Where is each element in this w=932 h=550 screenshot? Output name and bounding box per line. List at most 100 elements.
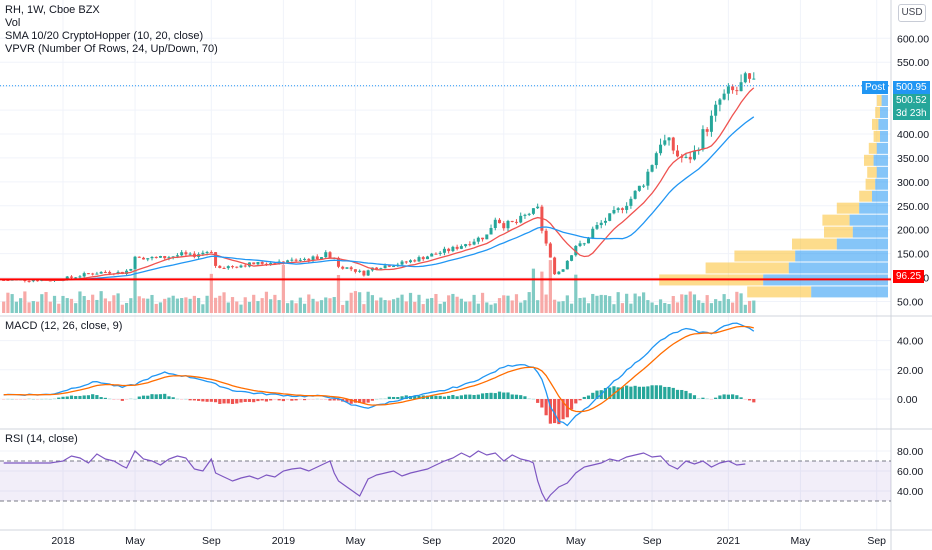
macd-hist-162 xyxy=(747,399,752,401)
volume-bar--5 xyxy=(40,294,44,313)
macd-hist-101 xyxy=(489,392,493,399)
vpvr-down-8 xyxy=(865,178,876,190)
macd-legend[interactable]: MACD (12, 26, close, 9) xyxy=(5,320,122,333)
macd-hist-0 xyxy=(61,396,65,399)
price-tick-2: 150.00 xyxy=(897,249,929,261)
candle-body-161 xyxy=(743,73,747,83)
rsi-legend[interactable]: RSI (14, close) xyxy=(5,433,78,446)
macd-hist-104 xyxy=(502,392,506,399)
candle-body-69 xyxy=(353,269,357,272)
macd-hist-75 xyxy=(379,398,383,400)
volume-bar-47 xyxy=(260,298,264,313)
candle-body-7 xyxy=(91,273,95,275)
macd-hist-112 xyxy=(536,399,540,403)
candle-body-104 xyxy=(502,223,506,229)
candle-body-57 xyxy=(303,258,307,260)
volume-bar-128 xyxy=(603,295,608,313)
candle-body-60 xyxy=(315,256,319,260)
macd-hist-11 xyxy=(108,398,112,400)
macd-hist-154 xyxy=(714,397,718,399)
macd-hist-138 xyxy=(646,386,650,399)
macd-hist--11 xyxy=(14,399,18,400)
volume-bar-86 xyxy=(425,298,430,313)
volume-bar--1 xyxy=(57,303,61,313)
macd-hist--12 xyxy=(10,398,14,400)
macd-hist-22 xyxy=(154,394,158,399)
macd-hist-14 xyxy=(120,399,124,401)
macd-hist-96 xyxy=(468,394,472,399)
price-tick-4: 250.00 xyxy=(897,201,929,213)
macd-hist--6 xyxy=(35,399,40,400)
currency-button[interactable]: USD xyxy=(898,4,926,22)
candle-body-87 xyxy=(430,253,434,257)
candle-body-15 xyxy=(125,270,129,274)
macd-line xyxy=(3,322,755,427)
candle-body-54 xyxy=(290,259,294,261)
volume-bar-136 xyxy=(637,296,641,313)
macd-hist-142 xyxy=(663,386,667,399)
volume-bar-6 xyxy=(86,299,91,313)
volume-bar-0 xyxy=(61,295,65,313)
volume-bar-159 xyxy=(735,291,739,313)
volume-bar-140 xyxy=(654,304,658,313)
macd-hist-86 xyxy=(425,395,430,399)
macd-hist-5 xyxy=(82,395,86,399)
legend-sma[interactable]: SMA 10/20 CryptoHopper (10, 20, close) xyxy=(5,30,204,42)
vpvr-down-7 xyxy=(867,166,877,178)
candle-body-139 xyxy=(650,165,654,172)
macd-hist-140 xyxy=(654,385,658,399)
candle-body-110 xyxy=(527,213,531,215)
macd-hist-77 xyxy=(387,396,391,399)
candle-body-83 xyxy=(413,260,417,262)
volume-bar-146 xyxy=(680,294,684,313)
volume-bar-8 xyxy=(95,299,99,313)
volume-bar-153 xyxy=(709,303,714,313)
macd-hist-57 xyxy=(302,399,307,401)
price-tick-10: 550.00 xyxy=(897,57,929,69)
candle-body-116 xyxy=(553,257,557,275)
legend-vpvr[interactable]: VPVR (Number Of Rows, 24, Up/Down, 70) xyxy=(5,43,218,55)
volume-bar--10 xyxy=(19,298,23,313)
macd-hist--8 xyxy=(27,398,31,400)
volume-bar-9 xyxy=(99,291,103,313)
macd-hist-33 xyxy=(201,399,205,402)
legend-volume[interactable]: Vol xyxy=(5,17,21,29)
price-candles xyxy=(2,71,756,283)
macd-hist-111 xyxy=(531,398,536,400)
candle-body-114 xyxy=(544,230,548,244)
macd-hist-135 xyxy=(633,385,637,399)
candle-body-52 xyxy=(281,261,285,263)
macd-hist-13 xyxy=(116,399,120,400)
candle-body-82 xyxy=(409,260,413,263)
volume-bar-90 xyxy=(442,301,447,313)
candle-body-100 xyxy=(485,234,489,240)
macd-hist-47 xyxy=(260,399,264,401)
volume-bar-82 xyxy=(408,292,413,313)
macd-hist-50 xyxy=(273,399,277,401)
volume-bar-83 xyxy=(413,301,417,313)
macd-hist-70 xyxy=(358,399,362,403)
volume-bar-135 xyxy=(633,293,637,313)
macd-hist-120 xyxy=(569,399,574,410)
symbol-title[interactable]: RH, 1W, Cboe BZX xyxy=(5,4,100,16)
time-tick-10: May xyxy=(790,535,811,547)
candle-body-163 xyxy=(752,78,756,80)
volume-bar-89 xyxy=(438,303,442,313)
macd-hist--10 xyxy=(19,399,23,400)
candle-body-5 xyxy=(82,273,86,277)
macd-hist-128 xyxy=(603,387,608,399)
candle-body-80 xyxy=(400,261,404,265)
candle-body-62 xyxy=(324,252,328,258)
candle-body--8 xyxy=(27,280,31,282)
vpvr-down-12 xyxy=(824,226,853,238)
candle-body-140 xyxy=(654,153,658,166)
volume-bar-34 xyxy=(205,295,209,313)
macd-hist-16 xyxy=(129,398,133,400)
volume-bar-68 xyxy=(349,292,353,313)
candle-body-92 xyxy=(451,246,455,252)
candle-body-1 xyxy=(65,276,69,280)
volume-bar-84 xyxy=(417,294,421,313)
candle-body-74 xyxy=(375,267,379,270)
macd-hist-39 xyxy=(226,399,230,404)
